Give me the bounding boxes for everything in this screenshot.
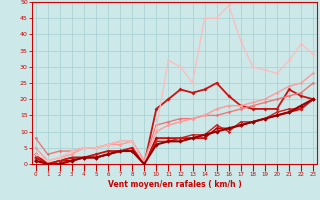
X-axis label: Vent moyen/en rafales ( km/h ): Vent moyen/en rafales ( km/h ) [108, 180, 241, 189]
